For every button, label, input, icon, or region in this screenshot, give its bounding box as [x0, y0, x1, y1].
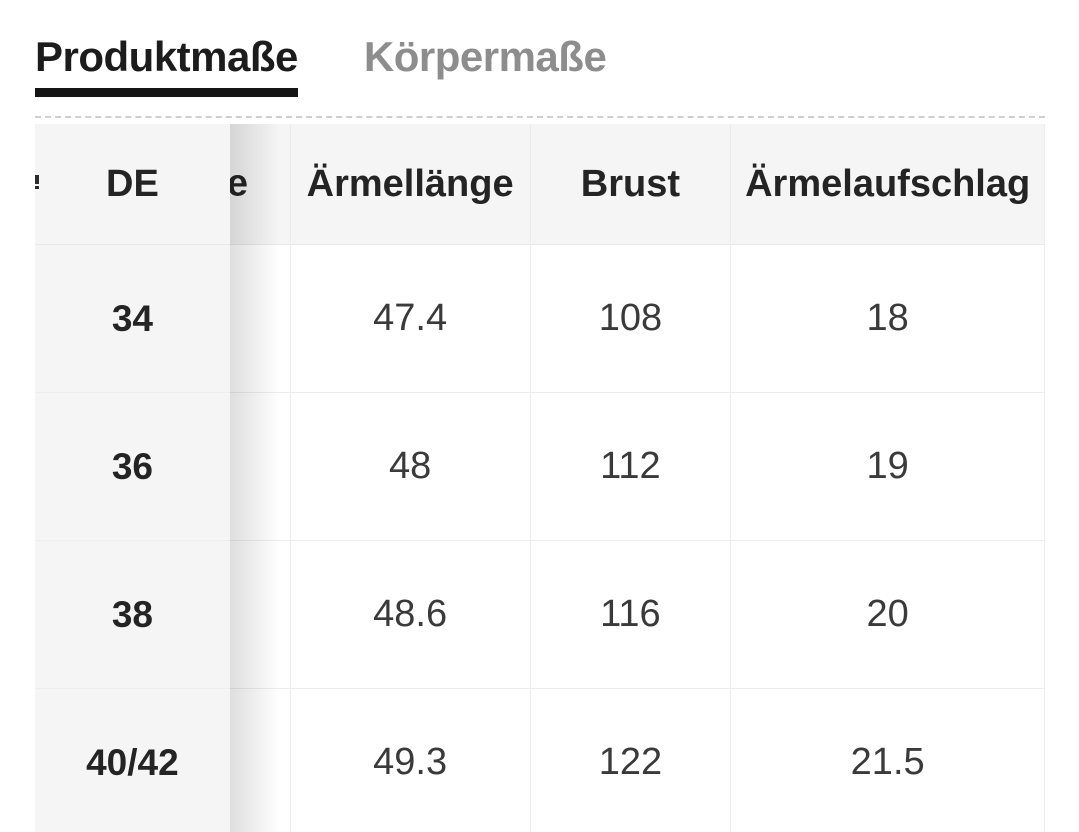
table-top-divider [35, 116, 1045, 119]
measurement-value: 116 [600, 593, 661, 636]
aermellaenge-cell: 48.6 [289, 541, 530, 689]
measurement-value: 20 [866, 593, 909, 636]
measurement-value: 18 [866, 297, 909, 340]
hidden-column-cell [230, 245, 290, 392]
header-cell-aermellaenge: Ärmellänge [289, 124, 530, 245]
measurement-value: 21.5 [850, 741, 925, 784]
size-value: 40/42 [86, 741, 179, 783]
hidden-column-cell [230, 541, 290, 688]
measurement-value: 108 [598, 297, 663, 340]
table-row: 34 47.4 108 18 [35, 245, 1044, 394]
size-cell: 40/42 [35, 689, 230, 832]
measurement-value: 49.3 [373, 741, 448, 784]
measurement-value: 48 [388, 445, 432, 488]
brust-cell: 108 [529, 245, 731, 393]
hidden-column-cell [230, 689, 290, 832]
size-table-zone: DE e Ärmellänge Brust Ärmelaufschlag 34 [35, 116, 1045, 832]
header-label-de: DE [106, 162, 159, 205]
measurement-value: 48.6 [373, 593, 448, 636]
brust-cell: 122 [529, 689, 731, 832]
aermelaufschlag-cell: 19 [730, 393, 1044, 541]
header-cell-aermelaufschlag: Ärmelaufschlag [730, 124, 1044, 245]
size-cell: 38 [35, 541, 230, 689]
size-value: 36 [111, 445, 153, 487]
aermellaenge-cell: 47.4 [289, 245, 530, 393]
size-value: 34 [111, 297, 153, 339]
header-cell-brust: Brust [529, 124, 731, 245]
left-edge-text-artifact [35, 175, 39, 190]
header-label-aermellaenge: Ärmellänge [306, 162, 514, 205]
header-label-aermelaufschlag: Ärmelaufschlag [745, 162, 1031, 205]
table-row: 40/42 49.3 122 21.5 [35, 689, 1044, 832]
aermellaenge-cell: 49.3 [289, 689, 530, 832]
size-table[interactable]: DE e Ärmellänge Brust Ärmelaufschlag 34 [35, 124, 1045, 832]
size-cell: 36 [35, 393, 230, 541]
tab-bar: Produktmaße Körpermaße [0, 0, 1079, 98]
measurement-value: 122 [598, 741, 663, 784]
tab-produktmasse[interactable]: Produktmaße [35, 33, 298, 98]
hidden-column-header-fragment: e [229, 162, 248, 205]
size-cell: 34 [35, 245, 230, 393]
header-label-brust: Brust [580, 162, 681, 205]
table-row: 38 48.6 116 20 [35, 541, 1044, 690]
measurement-value: 112 [600, 445, 661, 488]
measurement-value: 19 [866, 445, 909, 488]
brust-cell: 116 [529, 541, 731, 689]
aermellaenge-cell: 48 [289, 393, 530, 541]
aermelaufschlag-cell: 18 [730, 245, 1044, 393]
aermelaufschlag-cell: 21.5 [730, 689, 1044, 832]
table-row: 36 48 112 19 [35, 393, 1044, 542]
brust-cell: 112 [529, 393, 731, 541]
tab-koerpermasse[interactable]: Körpermaße [363, 33, 607, 80]
aermelaufschlag-cell: 20 [730, 541, 1044, 689]
size-value: 38 [111, 593, 153, 635]
table-header-row: DE e Ärmellänge Brust Ärmelaufschlag [35, 124, 1044, 246]
measurement-value: 47.4 [373, 297, 448, 340]
hidden-column-cell [230, 393, 290, 540]
header-cell-de: DE [35, 124, 230, 244]
header-cell-hidden-column: e [230, 124, 290, 244]
